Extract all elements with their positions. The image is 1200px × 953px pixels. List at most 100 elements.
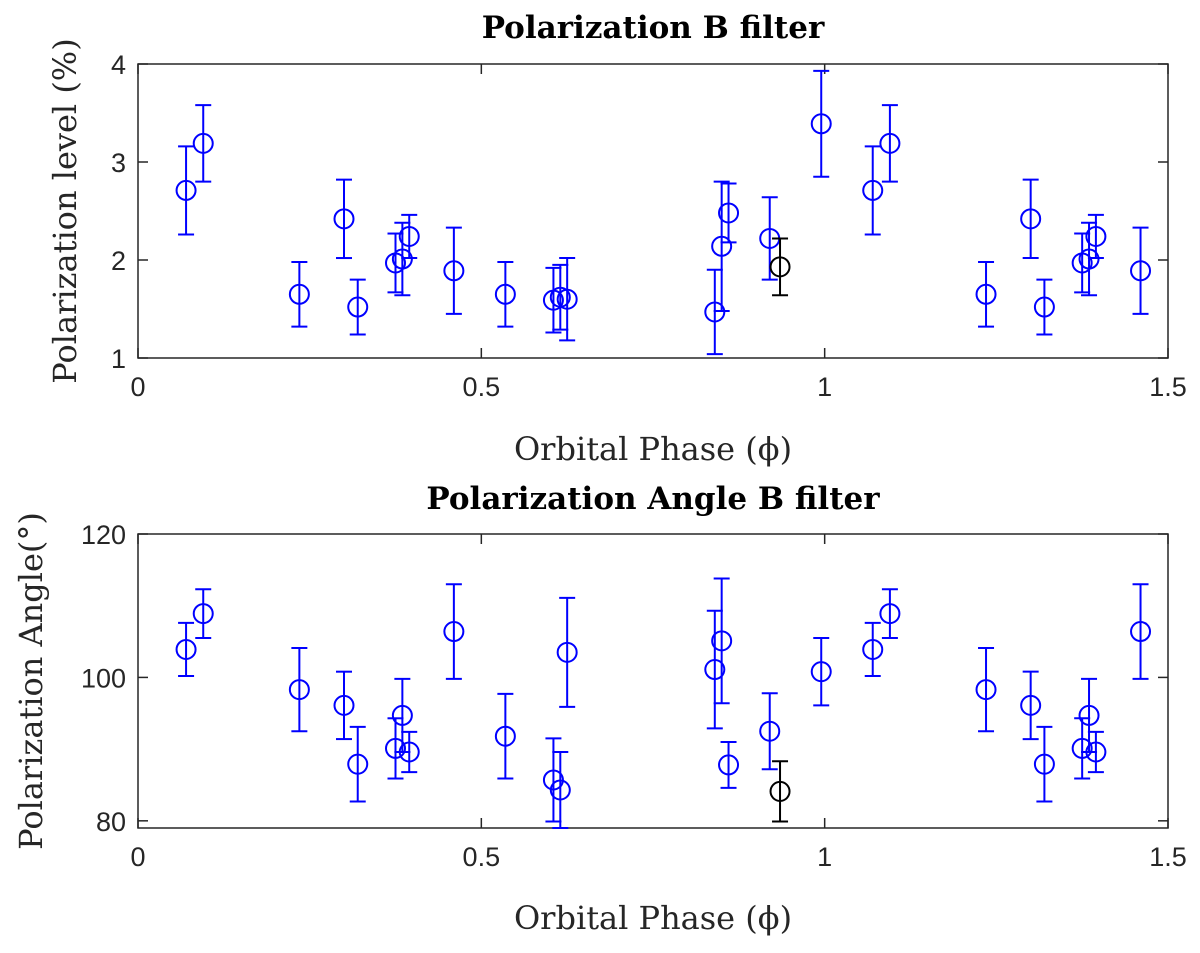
- point-marker: [398, 225, 420, 247]
- ticks: 0 0.5 1 1.5 1 2 3 4: [111, 50, 1187, 402]
- y-tick-label: 3: [111, 148, 126, 178]
- data-point: [385, 717, 406, 780]
- data-point: [556, 596, 578, 708]
- y-tick-label: 100: [81, 663, 126, 693]
- x-tick-label: 1: [817, 372, 832, 402]
- point-marker: [1071, 737, 1093, 759]
- plot-area: [137, 63, 1169, 359]
- point-marker: [1020, 694, 1042, 716]
- point-marker: [879, 132, 901, 154]
- y-axis-label: Polarization level (%): [46, 38, 84, 383]
- data-point: [556, 257, 578, 342]
- data-point: [1033, 278, 1055, 336]
- data-point: [1071, 717, 1093, 780]
- point-marker: [333, 208, 355, 230]
- x-tick-label: 1.5: [1149, 372, 1187, 402]
- point-marker: [975, 679, 997, 701]
- x-tick-label: 1.5: [1149, 842, 1187, 872]
- point-marker: [1130, 621, 1152, 643]
- data-point: [862, 145, 884, 236]
- data-point: [175, 145, 197, 236]
- chart-title: Polarization B filter: [482, 10, 825, 46]
- data-point: [862, 621, 884, 677]
- chart-title: Polarization Angle B filter: [426, 481, 880, 517]
- point-marker: [769, 780, 791, 802]
- point-marker: [759, 720, 781, 742]
- data-point: [1033, 725, 1055, 803]
- point-marker: [862, 179, 884, 201]
- x-axis-label: Orbital Phase (ϕ): [514, 899, 792, 937]
- point-marker: [347, 296, 369, 318]
- point-marker: [1020, 208, 1042, 230]
- data-point: [347, 278, 369, 336]
- data-point: [704, 609, 726, 730]
- point-marker: [810, 113, 832, 135]
- point-marker: [704, 659, 726, 681]
- point-marker: [175, 179, 197, 201]
- data-point: [879, 588, 901, 639]
- data-point: [494, 260, 516, 328]
- data-point: [398, 213, 420, 260]
- point-marker: [385, 737, 406, 759]
- point-marker: [879, 603, 901, 625]
- data-point: [769, 760, 791, 823]
- point-marker: [810, 661, 832, 683]
- point-marker: [443, 260, 465, 282]
- point-marker: [718, 202, 740, 224]
- data-point: [711, 577, 733, 705]
- data-point: [443, 226, 465, 315]
- x-tick-label: 0.5: [463, 372, 501, 402]
- data-point: [288, 647, 310, 733]
- data-point: [1078, 677, 1100, 753]
- data-point: [879, 104, 901, 183]
- point-marker: [1033, 296, 1055, 318]
- point-marker: [494, 283, 516, 305]
- point-marker: [769, 256, 791, 278]
- point-marker: [333, 694, 355, 716]
- point-marker: [175, 638, 197, 660]
- point-marker: [192, 132, 214, 154]
- data-point: [175, 621, 197, 677]
- point-marker: [711, 235, 733, 257]
- plot-area: [137, 533, 1169, 829]
- data-point: [810, 69, 832, 178]
- y-tick-label: 120: [81, 520, 126, 550]
- y-tick-label: 2: [111, 246, 126, 276]
- point-marker: [862, 638, 884, 660]
- chart-polarization-level: Polarization B filter Orbital Phase (ϕ) …: [46, 10, 1187, 468]
- data-point: [975, 647, 997, 733]
- point-marker: [288, 679, 310, 701]
- data-point: [1020, 178, 1042, 260]
- point-marker: [192, 603, 214, 625]
- data-point: [391, 677, 413, 753]
- point-marker: [556, 288, 578, 310]
- point-marker: [391, 704, 413, 726]
- point-marker: [398, 741, 420, 763]
- data-point: [1085, 213, 1107, 260]
- data-point: [443, 583, 465, 680]
- data-point: [333, 178, 355, 260]
- point-marker: [443, 621, 465, 643]
- data-point: [759, 692, 781, 771]
- y-tick-label: 80: [96, 807, 126, 837]
- data-point: [494, 692, 516, 780]
- x-axis-label: Orbital Phase (ϕ): [514, 430, 792, 468]
- data-point: [769, 237, 791, 297]
- data-point: [333, 670, 355, 741]
- point-marker: [556, 641, 578, 663]
- data-point: [549, 750, 571, 829]
- point-marker: [1085, 225, 1107, 247]
- x-tick-label: 0: [130, 372, 145, 402]
- y-tick-label: 1: [111, 344, 126, 374]
- x-tick-label: 0: [130, 842, 145, 872]
- data-point: [398, 730, 420, 774]
- data-marks: [175, 577, 1152, 829]
- data-point: [718, 182, 740, 244]
- point-marker: [718, 754, 740, 776]
- data-point: [711, 180, 733, 312]
- data-point: [192, 588, 214, 639]
- data-point: [1130, 583, 1152, 680]
- data-point: [347, 725, 369, 803]
- y-tick-label: 4: [111, 50, 126, 80]
